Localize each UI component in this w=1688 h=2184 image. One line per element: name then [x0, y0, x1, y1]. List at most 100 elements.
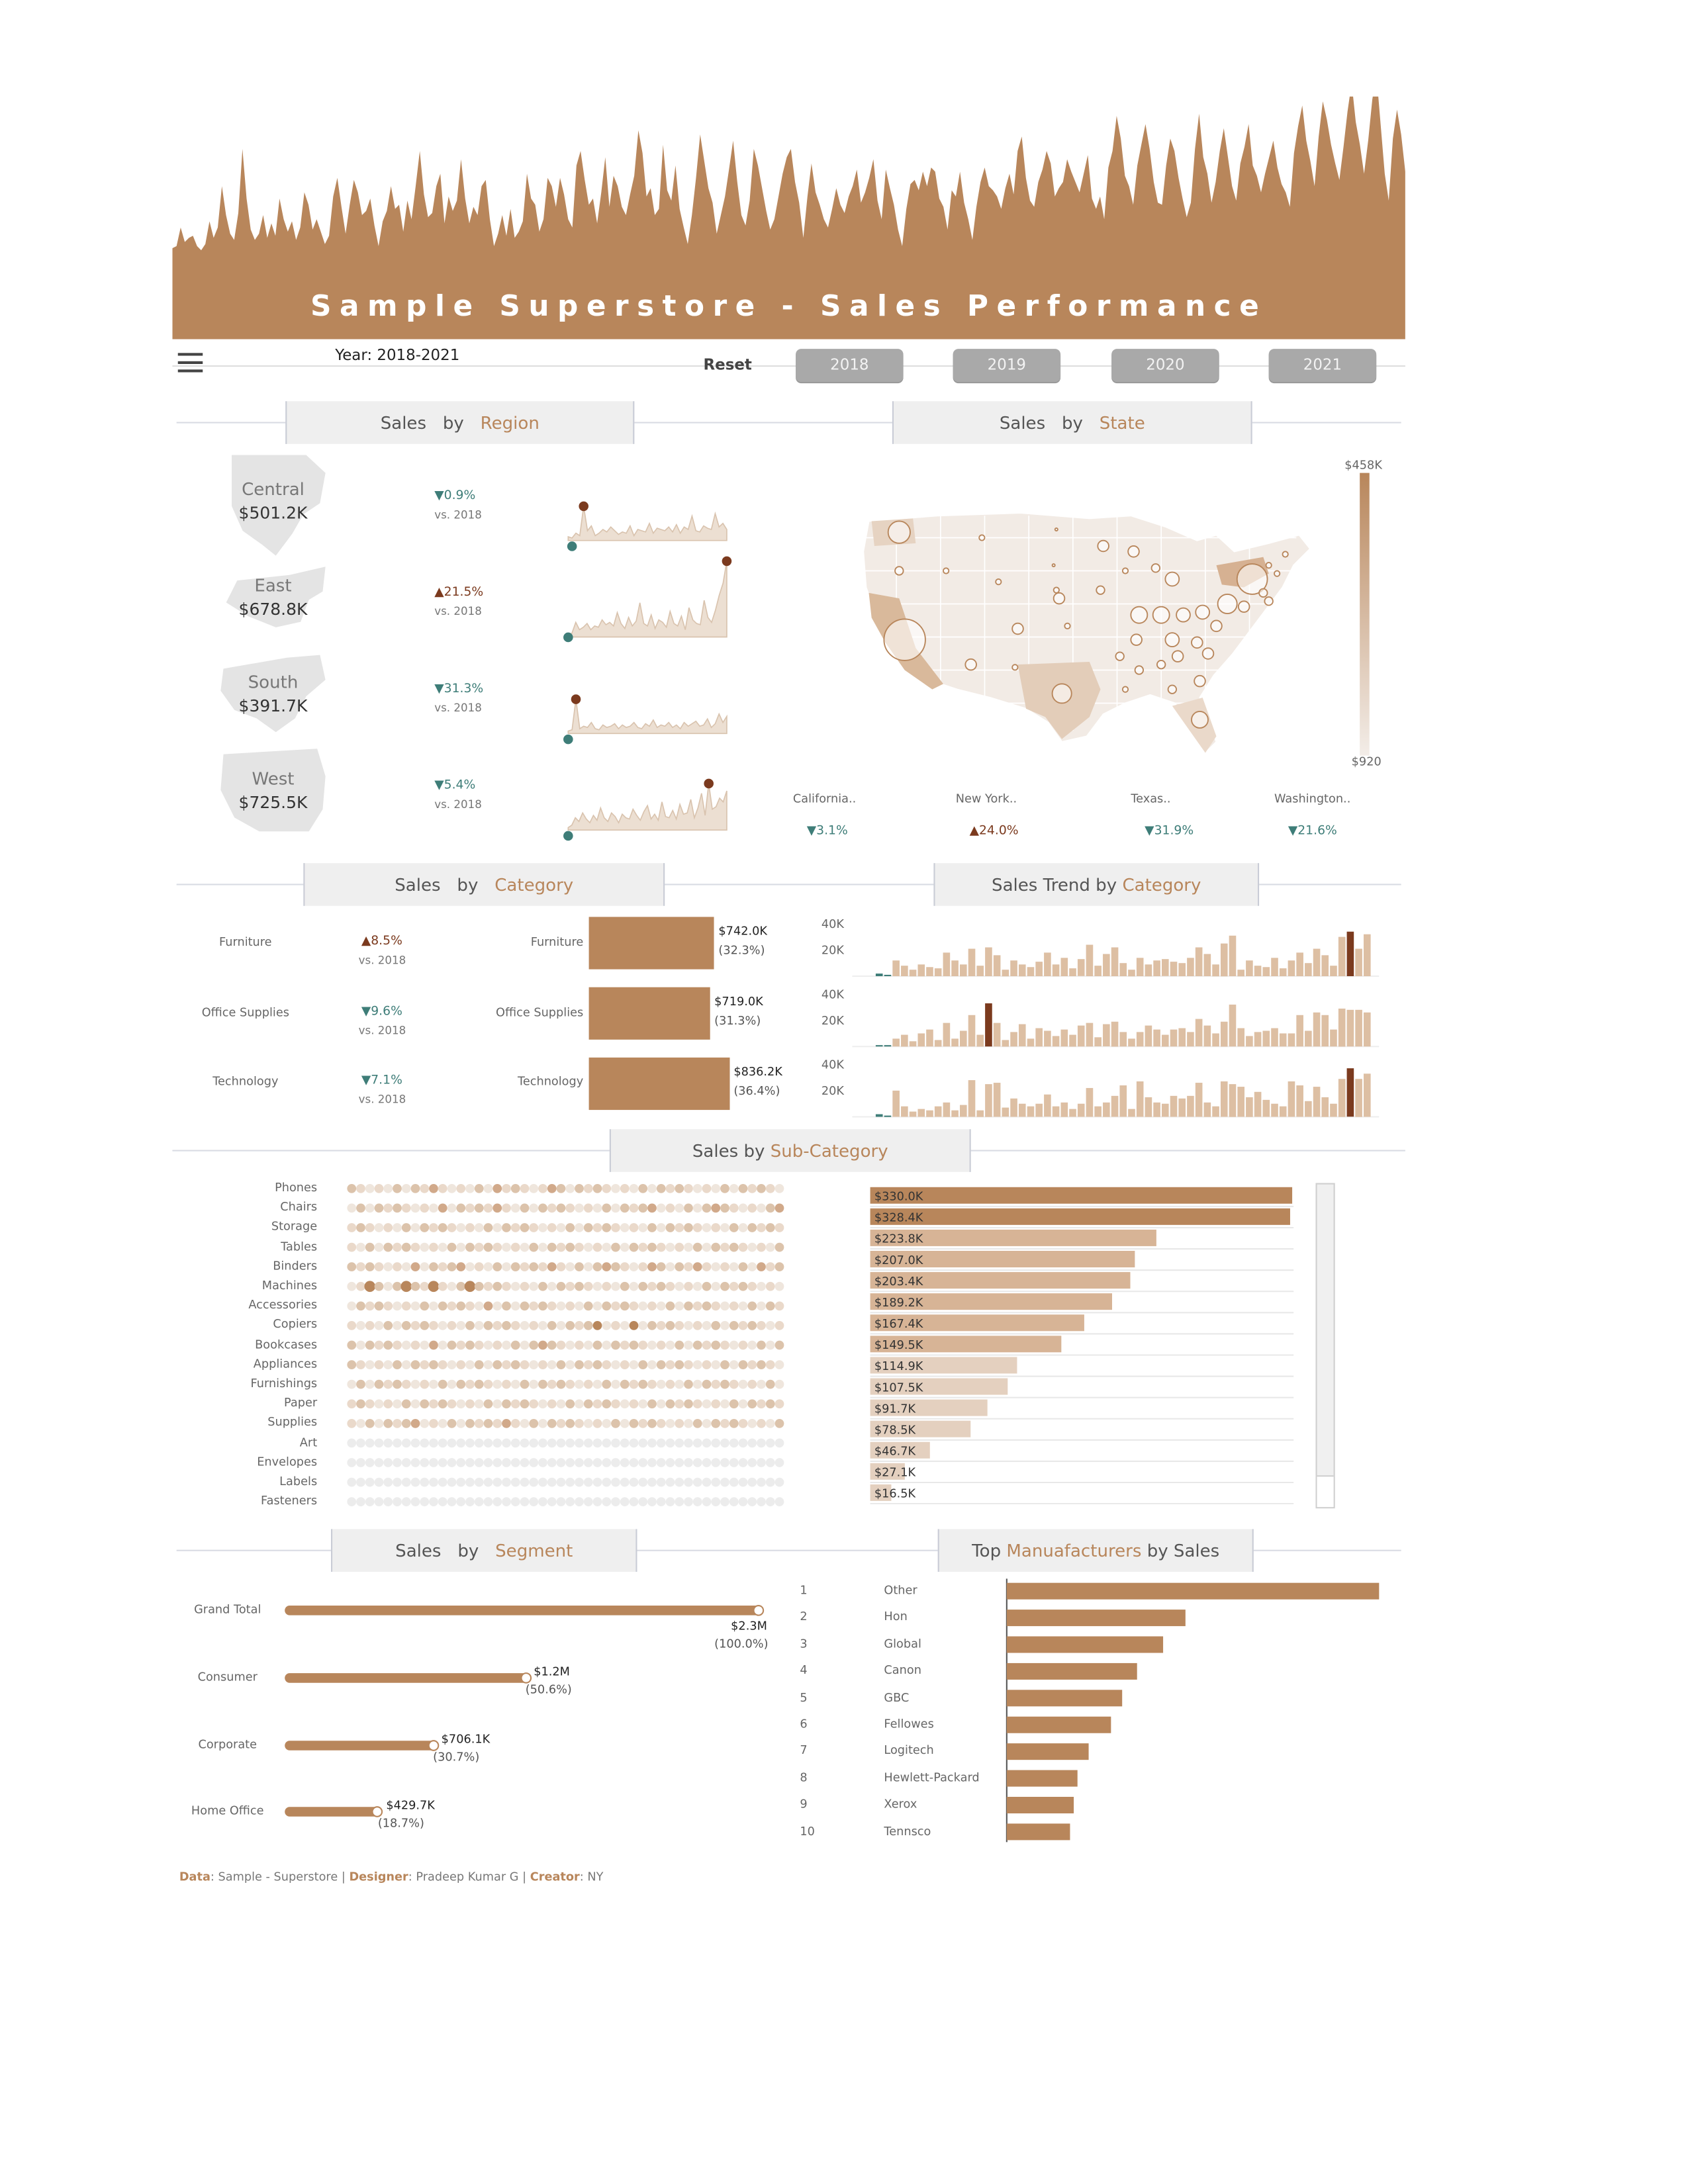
subcategory-dot	[692, 1418, 702, 1428]
subcategory-name: Binders	[273, 1259, 318, 1274]
trend-axis-tick: 20K	[821, 1015, 845, 1028]
subcategory-dot	[702, 1418, 712, 1428]
trend-bar-furniture	[1212, 964, 1219, 977]
subcategory-dot	[575, 1262, 584, 1272]
subcategory-dot	[492, 1281, 502, 1291]
year-button-2021[interactable]: 2021	[1268, 349, 1377, 383]
subcategory-dot	[492, 1340, 502, 1350]
subcategory-dot	[738, 1418, 748, 1428]
subcategory-dot	[675, 1340, 684, 1350]
subcategory-dot	[592, 1360, 602, 1369]
subcategory-bar-paper	[870, 1420, 971, 1437]
subcategory-dot	[684, 1203, 693, 1213]
subcategory-dot	[365, 1418, 375, 1428]
subcategory-name: Storage	[271, 1220, 318, 1235]
trend-bar-office-supplies	[1262, 1030, 1270, 1047]
subcategory-dot	[675, 1418, 684, 1428]
subcategory-sales-value: $328.4K	[874, 1212, 923, 1225]
south-region-shape	[220, 655, 326, 733]
trend-bar-furniture	[1086, 944, 1094, 976]
subcategory-dot	[483, 1360, 493, 1369]
state-sales-bubble	[1156, 659, 1166, 670]
trend-bar-office-supplies	[1338, 1008, 1346, 1047]
subcategory-dot	[765, 1497, 775, 1507]
state-sales-bubble	[1217, 593, 1238, 615]
subcategory-dot	[611, 1262, 620, 1272]
subcategory-dot	[374, 1360, 384, 1369]
year-button-2019[interactable]: 2019	[953, 349, 1061, 383]
menu-icon[interactable]	[177, 353, 203, 373]
subcategory-dot	[474, 1340, 484, 1350]
subcategory-dot	[502, 1340, 511, 1350]
subcategory-dot	[747, 1321, 757, 1330]
trend-bar-technology	[1262, 1099, 1270, 1117]
subcategory-dot	[529, 1418, 539, 1428]
subcategory-dot	[620, 1301, 630, 1311]
trend-bar-technology	[1313, 1087, 1321, 1117]
subcategory-dot	[429, 1497, 438, 1507]
subcategory-dot	[510, 1418, 520, 1428]
subcategory-dot	[575, 1203, 584, 1213]
subcategory-dot	[647, 1281, 657, 1291]
state-sales-bubble	[1282, 551, 1289, 558]
subcategory-dot	[483, 1321, 493, 1330]
manufacturer-name: Tennsco	[884, 1825, 931, 1839]
subcategory-dot	[465, 1183, 475, 1193]
subcategory-dot	[720, 1262, 729, 1272]
subcategory-name: Machines	[261, 1279, 318, 1294]
subcategory-dot	[502, 1183, 511, 1193]
scrollbar-thumb[interactable]	[1317, 1475, 1334, 1508]
year-button-2018[interactable]: 2018	[796, 349, 904, 383]
trend-bar-technology	[892, 1090, 900, 1117]
subcategory-dot	[638, 1223, 648, 1232]
subcategory-dot	[529, 1223, 539, 1232]
category-change: ▼7.1%	[361, 1073, 402, 1088]
subcategory-dot	[638, 1399, 648, 1409]
sparkline-east	[567, 561, 727, 638]
top-state-name: California..	[792, 792, 857, 807]
subcategory-dot	[347, 1242, 357, 1252]
subcategory-sales-value: $16.5K	[874, 1488, 916, 1501]
region-vs-label: vs. 2018	[434, 702, 482, 715]
segment-sales-value: $706.1K	[441, 1733, 491, 1747]
subcategory-dot	[529, 1301, 539, 1311]
subcategory-bar-furnishings	[870, 1399, 988, 1416]
subcategory-dot	[675, 1301, 684, 1311]
subcategory-dot	[556, 1242, 566, 1252]
trend-bar-furniture	[976, 966, 984, 976]
subcategory-dot	[474, 1399, 484, 1409]
subcategory-dot	[474, 1321, 484, 1330]
trend-bar-office-supplies	[1212, 1033, 1219, 1047]
subcategory-dot	[556, 1262, 566, 1272]
manufacturer-bar	[1006, 1743, 1089, 1760]
subcategory-dot	[393, 1438, 402, 1448]
trend-bar-office-supplies	[1288, 1033, 1295, 1047]
subcategory-dot	[602, 1340, 612, 1350]
subcategory-dot	[656, 1203, 666, 1213]
subcategory-dot	[665, 1477, 675, 1487]
subcategory-scrollbar[interactable]	[1315, 1183, 1335, 1509]
subcategory-dot	[356, 1379, 365, 1389]
state-sales-bubble	[1054, 527, 1058, 532]
subcategory-dot	[692, 1438, 702, 1448]
subcategory-name: Paper	[284, 1396, 318, 1411]
subcategory-dot	[529, 1360, 539, 1369]
subcategory-dot	[400, 1281, 412, 1293]
subcategory-dot	[575, 1321, 584, 1330]
trend-bar-furniture	[1203, 954, 1211, 976]
subcategory-dot	[647, 1379, 657, 1389]
subcategory-dot	[556, 1399, 566, 1409]
subcategory-dot	[465, 1321, 475, 1330]
subcategory-dot-strips	[347, 1183, 784, 1507]
subcategory-dot	[629, 1301, 639, 1311]
subcategory-dot	[347, 1438, 357, 1448]
subcategory-dot	[520, 1340, 530, 1350]
reset-button[interactable]: Reset	[703, 355, 752, 374]
state-sales-bubble	[1064, 622, 1071, 629]
manufacturer-rank: 3	[800, 1637, 808, 1652]
subcategory-dot	[347, 1399, 357, 1409]
subcategory-dot	[602, 1183, 612, 1193]
subcategory-dot	[774, 1360, 784, 1369]
year-button-2020[interactable]: 2020	[1111, 349, 1219, 383]
subcategory-dot	[729, 1458, 739, 1467]
